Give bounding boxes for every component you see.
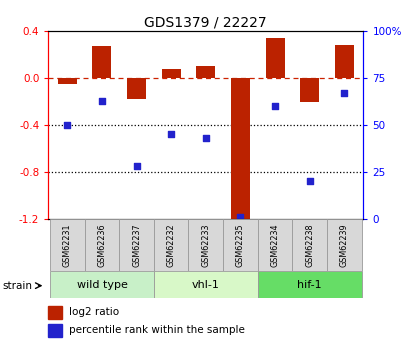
Bar [154,271,258,298]
Bar [258,271,362,298]
Bar [50,219,85,271]
Text: GSM62231: GSM62231 [63,223,72,267]
Bar [85,219,119,271]
Text: GSM62237: GSM62237 [132,223,141,267]
Bar [48,324,63,337]
Bar [162,69,181,78]
Text: GSM62233: GSM62233 [201,223,210,267]
Text: GSM62232: GSM62232 [167,223,176,267]
Text: GSM62236: GSM62236 [97,223,106,267]
Point [202,136,209,141]
Text: GSM62235: GSM62235 [236,223,245,267]
Bar [50,271,154,298]
Text: GSM62239: GSM62239 [340,223,349,267]
Text: percentile rank within the sample: percentile rank within the sample [69,325,244,335]
Bar [327,219,362,271]
Bar [335,45,354,78]
Text: vhl-1: vhl-1 [192,280,220,289]
Bar [189,219,223,271]
Text: strain: strain [2,281,32,290]
Point [341,90,348,96]
Bar [231,78,250,219]
Bar [58,78,77,84]
Point [237,215,244,220]
Bar [196,66,215,78]
Point [99,98,105,104]
Bar [258,219,292,271]
Bar [48,306,63,318]
Point [133,164,140,169]
Text: log2 ratio: log2 ratio [69,307,119,317]
Bar [223,219,258,271]
Bar [119,219,154,271]
Point [168,132,175,137]
Point [306,179,313,184]
Bar [92,46,111,78]
Text: wild type: wild type [76,280,127,289]
Text: hif-1: hif-1 [297,280,322,289]
Text: GSM62234: GSM62234 [270,223,280,267]
Bar [292,219,327,271]
Point [64,122,71,128]
Title: GDS1379 / 22227: GDS1379 / 22227 [144,16,267,30]
Bar [154,219,189,271]
Bar [300,78,319,101]
Point [272,104,278,109]
Text: GSM62238: GSM62238 [305,223,314,267]
Bar [127,78,146,99]
Bar [265,38,285,78]
